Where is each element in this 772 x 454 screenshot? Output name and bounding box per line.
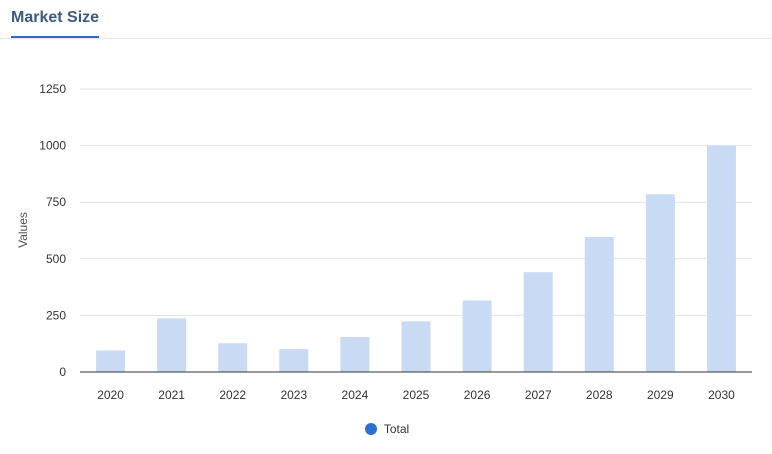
bar-2025[interactable] — [401, 321, 431, 372]
bar-2022[interactable] — [218, 343, 248, 372]
y-tick-label: 500 — [46, 252, 66, 266]
bar-2021[interactable] — [157, 318, 187, 372]
bar-2026[interactable] — [462, 300, 492, 372]
x-tick-label: 2027 — [525, 388, 552, 402]
legend-label: Total — [383, 422, 410, 436]
legend-dot-icon — [364, 423, 377, 435]
x-tick-label: 2024 — [342, 388, 369, 402]
x-tick-label: 2028 — [586, 388, 613, 402]
y-tick-label: 750 — [46, 195, 66, 209]
legend: Total — [0, 422, 772, 436]
x-tick-label: 2022 — [219, 388, 246, 402]
y-tick-label: 1000 — [39, 139, 66, 153]
x-tick-label: 2029 — [647, 388, 674, 402]
bar-2023[interactable] — [279, 349, 309, 372]
x-tick-label: 2023 — [280, 388, 307, 402]
y-tick-label: 0 — [59, 365, 66, 379]
x-tick-label: 2021 — [158, 388, 185, 402]
bar-2020[interactable] — [96, 350, 126, 372]
bar-2028[interactable] — [584, 237, 614, 372]
bar-2029[interactable] — [645, 194, 675, 372]
x-tick-label: 2030 — [708, 388, 735, 402]
bar-chart: 0 250 500 750 1000 1250 2020 2021 2022 2023 2024 20… — [16, 82, 752, 402]
y-tick-label: 1250 — [39, 82, 66, 96]
x-tick-label: 2025 — [403, 388, 430, 402]
bar-2030[interactable] — [706, 145, 736, 372]
bars — [96, 145, 736, 372]
bar-2027[interactable] — [523, 272, 553, 372]
tab-market-size[interactable]: Market Size — [11, 0, 100, 38]
y-tick-label: 250 — [46, 308, 66, 322]
x-tick-label: 2026 — [464, 388, 491, 402]
x-tick-label: 2020 — [97, 388, 124, 402]
grid-lines — [80, 88, 752, 316]
legend-item-total[interactable]: Total — [363, 422, 409, 436]
axes: 0 250 500 750 1000 1250 2020 2021 2022 2023 2024 20… — [39, 82, 752, 402]
tab-bar: Market Size — [0, 0, 772, 39]
bar-2024[interactable] — [340, 336, 370, 372]
y-axis-title: Values — [16, 212, 30, 248]
